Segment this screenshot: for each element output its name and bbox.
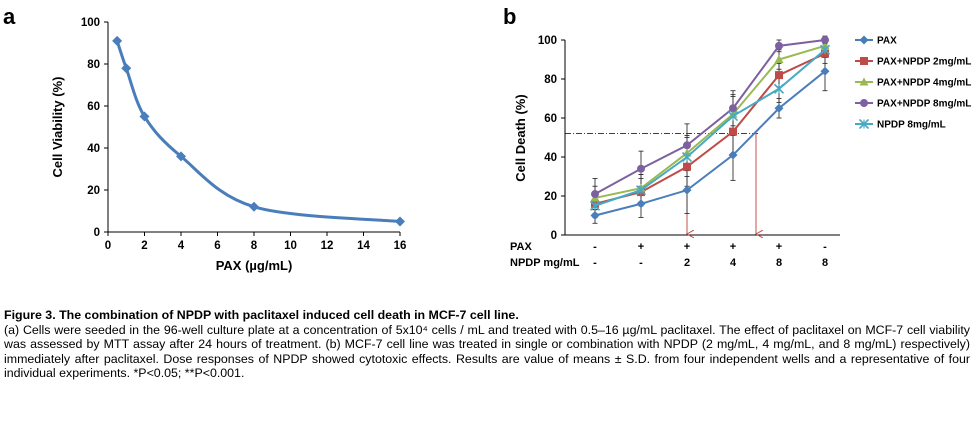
panel-a-x-tick-label: 4 bbox=[178, 240, 185, 252]
panel-b-legend-marker bbox=[859, 35, 869, 45]
panel-a-y-tick-label: 0 bbox=[94, 227, 100, 239]
panel-b-y-tick-label: 20 bbox=[544, 191, 557, 203]
panel-b-table-cell: + bbox=[684, 241, 690, 253]
panel-b-legend-label: PAX bbox=[877, 36, 897, 47]
panel-b-y-tick-label: 40 bbox=[544, 152, 557, 164]
panel-b-legend-marker bbox=[860, 99, 868, 107]
panel-b-series-line bbox=[594, 52, 826, 205]
panel-b-legend-label: PAX+NPDP 2mg/mL bbox=[877, 57, 971, 68]
panel-b-table-cell: 8 bbox=[776, 257, 782, 269]
panel-b-series-line bbox=[594, 70, 826, 217]
panel-b-data-point bbox=[820, 66, 830, 76]
panel-b-data-point bbox=[636, 199, 646, 209]
panel-b-table-cell: - bbox=[593, 257, 597, 269]
panel-b-table-cell: 2 bbox=[684, 257, 690, 269]
panel-a-x-tick-label: 14 bbox=[357, 240, 370, 252]
panel-b-table-cell: 8 bbox=[822, 257, 828, 269]
panel-b-legend-marker bbox=[858, 118, 870, 130]
panel-a-chart: a Cell Viability (%) PAX (µg/mL) 0 2 4 6 8 10… bbox=[3, 4, 406, 273]
panel-b-data-point bbox=[683, 162, 691, 171]
caption-title: Figure 3. The combination of NPDP with p… bbox=[4, 308, 519, 322]
figure-caption: Figure 3. The combination of NPDP with p… bbox=[4, 308, 970, 381]
panel-b-data-point bbox=[729, 104, 737, 113]
panel-b-y-tick-label: 0 bbox=[551, 230, 557, 242]
panel-a-x-tick-label: 16 bbox=[394, 240, 407, 252]
panel-b-letter: b bbox=[503, 4, 516, 29]
panel-a-x-tick-label: 10 bbox=[284, 240, 297, 252]
panel-a-x-tick-label: 2 bbox=[141, 240, 147, 252]
panel-b-data-point bbox=[773, 83, 785, 94]
panel-b-axes bbox=[561, 39, 840, 236]
panel-b-data-point bbox=[683, 141, 691, 150]
panel-a-y-tick-label: 40 bbox=[87, 143, 100, 155]
panel-b-y-axis-title: Cell Death (%) bbox=[513, 94, 528, 181]
panel-a-tick-labels: 0 2 4 6 8 10 12 14 16 0 20 40 60 80 100 bbox=[81, 17, 407, 252]
panel-a-y-tick-label: 60 bbox=[87, 101, 100, 113]
panel-b-data-point bbox=[774, 55, 784, 63]
figure-canvas: a Cell Viability (%) PAX (µg/mL) 0 2 4 6 8 10… bbox=[3, 4, 971, 273]
panel-b-data-point bbox=[727, 110, 739, 122]
panel-b-data-point bbox=[682, 185, 692, 195]
panel-a-y-tick-label: 100 bbox=[81, 17, 100, 29]
panel-b-legend: PAX PAX+NPDP 2mg/mL PAX+NPDP 4mg/mL PAX+NPD… bbox=[855, 35, 971, 131]
panel-a-data-point bbox=[121, 63, 132, 74]
panel-b-table-cell: + bbox=[638, 241, 644, 253]
panel-b-series bbox=[589, 35, 831, 224]
panel-a-viability-curve bbox=[115, 40, 401, 223]
panel-b-y-tick-label: 100 bbox=[538, 35, 557, 47]
panel-a-x-axis-title: PAX (µg/mL) bbox=[216, 258, 293, 273]
panel-b-table-cell: - bbox=[593, 241, 597, 253]
panel-b-treatment-table: PAX - + + + + - NPDP mg/mL - - 2 4 8 8 bbox=[510, 241, 828, 269]
panel-b-data-point bbox=[775, 41, 783, 50]
panel-b-data-point bbox=[590, 211, 600, 220]
panel-a-data-point bbox=[176, 151, 186, 162]
panel-b-y-tick-label: 80 bbox=[544, 74, 557, 86]
panel-a-x-tick-label: 8 bbox=[251, 240, 258, 252]
panel-a-data-point bbox=[395, 216, 405, 227]
panel-a-y-tick-label: 20 bbox=[87, 185, 100, 197]
panel-b-data-point bbox=[681, 151, 693, 163]
panel-b-data-point bbox=[774, 103, 784, 113]
panel-a-series bbox=[112, 35, 405, 227]
panel-b-legend-marker bbox=[860, 57, 868, 65]
panel-b-legend-label: PAX+NPDP 4mg/mL bbox=[877, 78, 971, 89]
panel-b-data-point bbox=[728, 150, 738, 160]
panel-b-table-cell: - bbox=[823, 241, 827, 253]
panel-b-data-point bbox=[819, 44, 831, 55]
panel-b-data-point bbox=[635, 185, 647, 196]
panel-b-y-tick-label: 60 bbox=[544, 113, 557, 125]
panel-b-data-point bbox=[821, 36, 829, 44]
panel-a-y-tick-label: 80 bbox=[87, 59, 100, 71]
panel-b-data-point bbox=[589, 200, 601, 211]
panel-b-data-point bbox=[775, 71, 783, 80]
panel-b-legend-label: NPDP 8mg/mL bbox=[877, 120, 946, 131]
panel-b-legend-marker bbox=[859, 77, 869, 86]
panel-b-series-line bbox=[594, 44, 826, 199]
panel-a-axes bbox=[104, 21, 401, 236]
panel-b-series-line bbox=[594, 39, 826, 195]
panel-b-table-cell: - bbox=[639, 257, 643, 269]
panel-b-table-cell: + bbox=[730, 241, 736, 253]
panel-b-table-row-label: PAX bbox=[510, 241, 532, 253]
panel-b-table-cell: + bbox=[776, 241, 782, 253]
panel-b-data-point bbox=[637, 164, 645, 173]
panel-b-data-point bbox=[729, 127, 737, 136]
panel-b-data-point bbox=[591, 190, 599, 199]
panel-a-letter: a bbox=[3, 4, 16, 29]
panel-b-table-cell: 4 bbox=[730, 257, 737, 269]
panel-a-data-point bbox=[139, 111, 150, 122]
panel-b-legend-label: PAX+NPDP 8mg/mL bbox=[877, 99, 971, 110]
panel-b-chart: b Cell Death (%) 0 20 40 60 80 100 PAX - + + + + - N… bbox=[503, 4, 971, 269]
panel-a-x-tick-label: 12 bbox=[321, 240, 334, 252]
panel-a-x-tick-label: 6 bbox=[214, 240, 220, 252]
panel-a-x-tick-label: 0 bbox=[105, 240, 111, 252]
panel-b-series-line bbox=[594, 48, 826, 207]
panel-a-y-axis-title: Cell Viability (%) bbox=[50, 77, 65, 178]
caption-body: (a) Cells were seeded in the 96-well cul… bbox=[4, 322, 970, 381]
panel-a-data-point bbox=[112, 35, 123, 46]
panel-b-tick-labels: 0 20 40 60 80 100 bbox=[538, 35, 557, 242]
panel-a-data-point bbox=[249, 201, 259, 212]
panel-b-table-row-label: NPDP mg/mL bbox=[510, 257, 580, 269]
